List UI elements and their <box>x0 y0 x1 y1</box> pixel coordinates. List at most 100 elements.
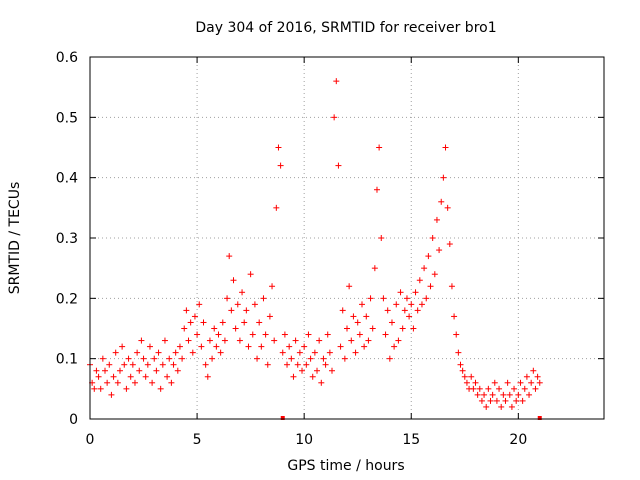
x-axis-label: GPS time / hours <box>287 458 404 474</box>
data-point <box>526 391 533 398</box>
data-point <box>502 397 509 404</box>
data-point <box>209 355 216 362</box>
data-point <box>219 319 226 326</box>
data-point <box>101 367 108 374</box>
data-point <box>153 367 160 374</box>
data-point <box>279 349 286 356</box>
data-point <box>200 319 207 326</box>
data-point <box>129 361 136 368</box>
data-point <box>369 325 376 332</box>
data-point <box>95 373 102 380</box>
data-point <box>179 355 186 362</box>
data-point <box>266 313 273 320</box>
data-point <box>243 307 250 314</box>
y-tick-label: 0.5 <box>56 110 78 126</box>
data-point <box>262 331 269 338</box>
data-point <box>358 301 365 308</box>
data-point <box>337 343 344 350</box>
data-point <box>138 337 145 344</box>
x-tick-label: 0 <box>86 432 95 448</box>
data-point <box>142 373 149 380</box>
data-point <box>481 391 488 398</box>
data-point <box>294 361 301 368</box>
data-point <box>314 367 321 374</box>
data-point <box>371 265 378 272</box>
data-point <box>134 349 141 356</box>
data-point <box>181 325 188 332</box>
data-point <box>121 361 128 368</box>
data-point <box>329 367 336 374</box>
data-point <box>403 295 410 302</box>
data-point <box>414 307 421 314</box>
data-point <box>485 385 492 392</box>
data-point <box>500 391 507 398</box>
data-point <box>395 337 402 344</box>
data-point <box>436 247 443 254</box>
data-point <box>176 343 183 350</box>
x-axis-marker <box>280 416 285 420</box>
data-point <box>157 385 164 392</box>
data-point <box>93 367 100 374</box>
data-point <box>438 198 445 205</box>
y-tick-label: 0.6 <box>56 50 78 66</box>
data-point <box>271 337 278 344</box>
data-point <box>277 162 284 169</box>
y-tick-label: 0.1 <box>56 352 78 368</box>
data-point <box>331 114 338 121</box>
data-point <box>155 349 162 356</box>
data-point <box>519 397 526 404</box>
data-point <box>444 204 451 211</box>
data-point <box>446 241 453 248</box>
data-point <box>260 295 267 302</box>
data-point <box>189 349 196 356</box>
data-point <box>275 144 282 151</box>
data-point <box>418 301 425 308</box>
data-point <box>110 373 117 380</box>
data-point <box>104 379 111 386</box>
data-point <box>373 186 380 193</box>
data-point <box>508 403 515 410</box>
data-point <box>322 361 329 368</box>
data-point <box>491 379 498 386</box>
data-point <box>106 361 113 368</box>
y-tick-label: 0 <box>69 412 78 428</box>
data-point <box>530 367 537 374</box>
data-point <box>397 289 404 296</box>
data-point <box>288 355 295 362</box>
data-point <box>378 235 385 241</box>
data-point <box>504 379 511 386</box>
data-point <box>127 373 134 380</box>
data-point <box>273 204 280 211</box>
data-point <box>221 337 228 344</box>
data-point <box>149 379 156 386</box>
data-point <box>433 216 440 223</box>
data-point <box>159 361 166 368</box>
data-point <box>346 283 353 290</box>
data-point <box>515 391 522 398</box>
data-point <box>251 301 258 308</box>
data-point <box>119 343 126 350</box>
data-point <box>493 397 500 404</box>
data-point <box>228 307 235 314</box>
data-point <box>408 301 415 308</box>
data-point <box>326 349 333 356</box>
data-point <box>123 385 130 392</box>
data-point <box>339 307 346 314</box>
data-point <box>97 385 104 392</box>
data-point <box>232 325 239 332</box>
data-point <box>532 385 539 392</box>
x-tick-label: 20 <box>509 432 527 448</box>
data-point <box>161 337 168 344</box>
data-point <box>307 355 314 362</box>
data-point <box>213 343 220 350</box>
data-point <box>528 379 535 386</box>
data-point <box>284 361 291 368</box>
data-point <box>241 319 248 326</box>
data-point <box>269 283 276 290</box>
data-point <box>391 343 398 350</box>
data-point <box>305 331 312 338</box>
data-point <box>427 283 434 290</box>
data-point <box>363 313 370 320</box>
